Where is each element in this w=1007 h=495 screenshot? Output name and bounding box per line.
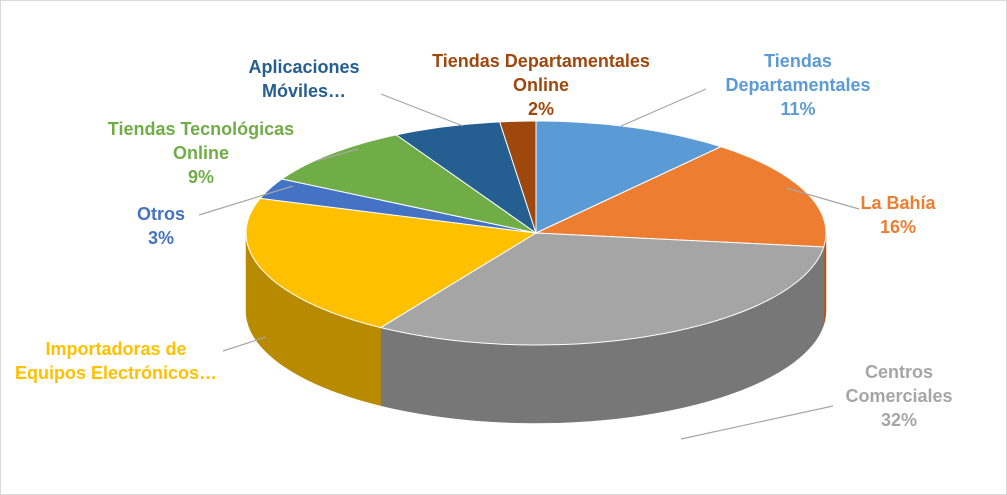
category-label: La Bahía — [860, 193, 936, 213]
data-label: Tiendas Departamentales Online 2% — [416, 49, 666, 121]
slice — [379, 232, 825, 346]
leader-line — [222, 336, 267, 352]
category-label: Tiendas Departamentales — [725, 51, 871, 95]
category-label: Otros — [136, 204, 185, 224]
leader-line — [680, 405, 834, 440]
category-label: Importadoras de Equipos Electrónicos… — [14, 339, 218, 383]
slice — [395, 121, 537, 235]
slice — [535, 146, 827, 248]
value-label: 16% — [879, 217, 917, 237]
value-label: 9% — [187, 167, 214, 187]
data-label: Tiendas Tecnológicas Online 9% — [99, 117, 304, 189]
slice — [499, 120, 537, 234]
value-label: 11% — [780, 99, 816, 119]
category-label: Tiendas Departamentales Online — [432, 51, 650, 95]
slice — [259, 178, 537, 234]
value-label: 3% — [147, 228, 174, 248]
data-label: Importadoras de Equipos Electrónicos… — [14, 337, 219, 385]
data-label: Centros Comerciales 32% — [834, 360, 964, 432]
leader-line — [620, 88, 707, 127]
category-label: Centros Comerciales — [845, 362, 953, 406]
leader-line — [198, 185, 294, 216]
data-label: Tiendas Departamentales 11% — [723, 49, 873, 121]
data-label: La Bahía 16% — [838, 191, 958, 239]
leader-line — [785, 187, 860, 210]
value-label: 2% — [527, 99, 554, 119]
value-label: 32% — [880, 410, 918, 430]
leader-line — [380, 93, 464, 127]
category-label: Tiendas Tecnológicas Online — [107, 119, 295, 163]
slice — [280, 134, 537, 234]
category-label: Aplicaciones Móviles… — [248, 57, 360, 101]
slice — [535, 120, 723, 234]
leader-line — [315, 148, 359, 162]
data-label: Aplicaciones Móviles… — [234, 55, 374, 103]
slice — [245, 197, 538, 329]
data-label: Otros 3% — [121, 202, 201, 250]
